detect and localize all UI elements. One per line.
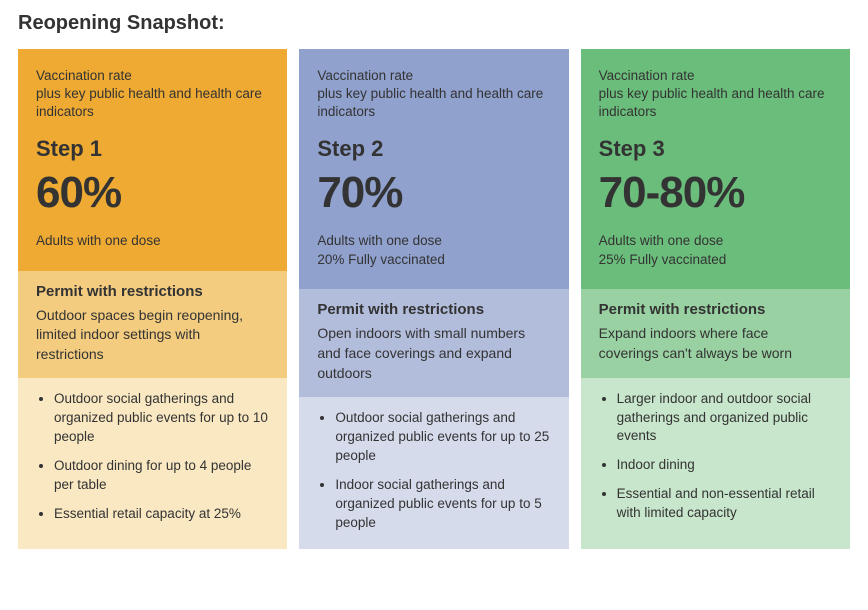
permit-title: Permit with restrictions [36,283,269,300]
vaccination-subhead: Vaccination rateplus key public health a… [599,67,832,122]
details-item: Larger indoor and outdoor social gatheri… [617,390,832,447]
vaccination-subhead: Vaccination rateplus key public health a… [36,67,269,122]
details-item: Indoor dining [617,456,832,475]
step-label: Step 3 [599,136,832,162]
details-list: Outdoor social gatherings and organized … [36,390,269,523]
permit-subtitle: Expand indoors where face coverings can'… [599,324,832,363]
dose-line: Adults with one dose [599,232,832,251]
permit-title: Permit with restrictions [599,301,832,318]
vaccination-subhead: Vaccination rateplus key public health a… [317,67,550,122]
details-list: Larger indoor and outdoor social gatheri… [599,390,832,523]
step-column-1: Vaccination rateplus key public health a… [18,49,287,549]
permit-title: Permit with restrictions [317,301,550,318]
page-title: Reopening Snapshot: [18,12,850,35]
step-column-3: Vaccination rateplus key public health a… [581,49,850,549]
details-item: Outdoor social gatherings and organized … [335,409,550,466]
dose-line: Adults with one dose [317,232,550,251]
step-label: Step 1 [36,136,269,162]
percent-value: 70-80% [599,168,832,218]
permit-subtitle: Outdoor spaces begin reopening, limited … [36,306,269,365]
details-item: Indoor social gatherings and organized p… [335,476,550,533]
step-top-panel: Vaccination rateplus key public health a… [299,49,568,289]
percent-value: 60% [36,168,269,218]
permit-subtitle: Open indoors with small numbers and face… [317,324,550,383]
percent-value: 70% [317,168,550,218]
details-panel: Outdoor social gatherings and organized … [18,378,287,548]
step-column-2: Vaccination rateplus key public health a… [299,49,568,549]
details-item: Essential and non-essential retail with … [617,485,832,523]
dose-line: 20% Fully vaccinated [317,251,550,270]
step-top-panel: Vaccination rateplus key public health a… [581,49,850,289]
snapshot-grid: Vaccination rateplus key public health a… [18,49,850,549]
permit-panel: Permit with restrictions Outdoor spaces b… [18,271,287,379]
permit-panel: Permit with restrictions Open indoors wit… [299,289,568,397]
details-item: Outdoor dining for up to 4 people per ta… [54,457,269,495]
details-panel: Larger indoor and outdoor social gatheri… [581,378,850,549]
details-panel: Outdoor social gatherings and organized … [299,397,568,548]
details-item: Outdoor social gatherings and organized … [54,390,269,447]
permit-panel: Permit with restrictions Expand indoors w… [581,289,850,377]
step-label: Step 2 [317,136,550,162]
dose-line: 25% Fully vaccinated [599,251,832,270]
step-top-panel: Vaccination rateplus key public health a… [18,49,287,271]
details-item: Essential retail capacity at 25% [54,505,269,524]
dose-line: Adults with one dose [36,232,269,251]
details-list: Outdoor social gatherings and organized … [317,409,550,532]
